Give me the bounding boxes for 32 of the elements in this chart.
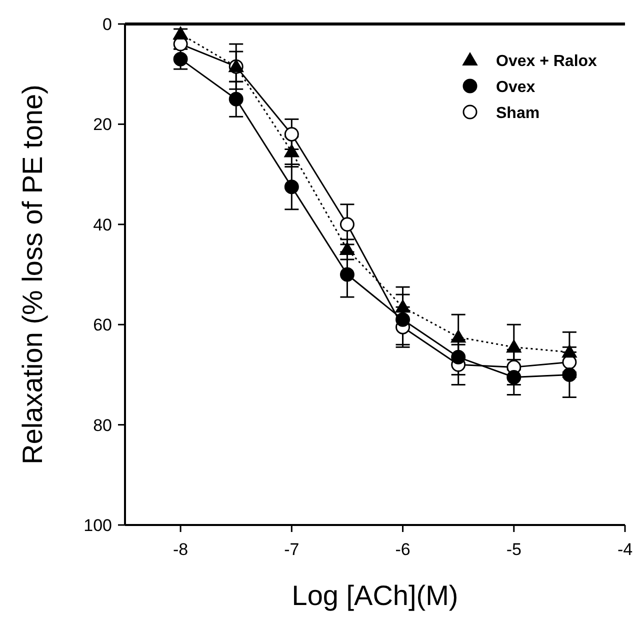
point <box>340 217 354 232</box>
point <box>506 370 522 384</box>
point <box>340 242 355 255</box>
point <box>396 312 410 327</box>
x-tick-label: -6 <box>395 540 410 559</box>
x-tick-label: -8 <box>172 540 188 559</box>
y-axis-title: Relaxation (% loss of PE tone) <box>17 84 48 464</box>
point <box>284 144 300 158</box>
y-tick-label: 0 <box>102 15 112 34</box>
point <box>173 52 188 66</box>
point <box>340 267 354 282</box>
point <box>395 300 410 313</box>
point <box>284 180 299 194</box>
point <box>451 350 466 364</box>
x-tick-label: -5 <box>506 540 522 559</box>
x-axis-title: Log [ACh](M) <box>292 580 458 611</box>
y-tick-label: 20 <box>93 115 112 134</box>
legend-label: Ovex + Ralox <box>496 53 598 70</box>
point <box>450 330 466 343</box>
y-tick-label: 40 <box>93 215 112 234</box>
y-tick-label: 60 <box>93 316 112 335</box>
point <box>284 126 299 142</box>
x-tick-label: -7 <box>284 540 300 559</box>
legend-label: Ovex <box>496 79 536 96</box>
legend-label: Sham <box>496 105 540 122</box>
x-tick-label: -4 <box>617 540 633 559</box>
point <box>562 344 577 358</box>
y-tick-label: 100 <box>84 516 112 535</box>
point <box>506 340 522 353</box>
point <box>228 92 244 106</box>
point <box>562 367 577 382</box>
y-tick-label: 80 <box>93 416 112 435</box>
